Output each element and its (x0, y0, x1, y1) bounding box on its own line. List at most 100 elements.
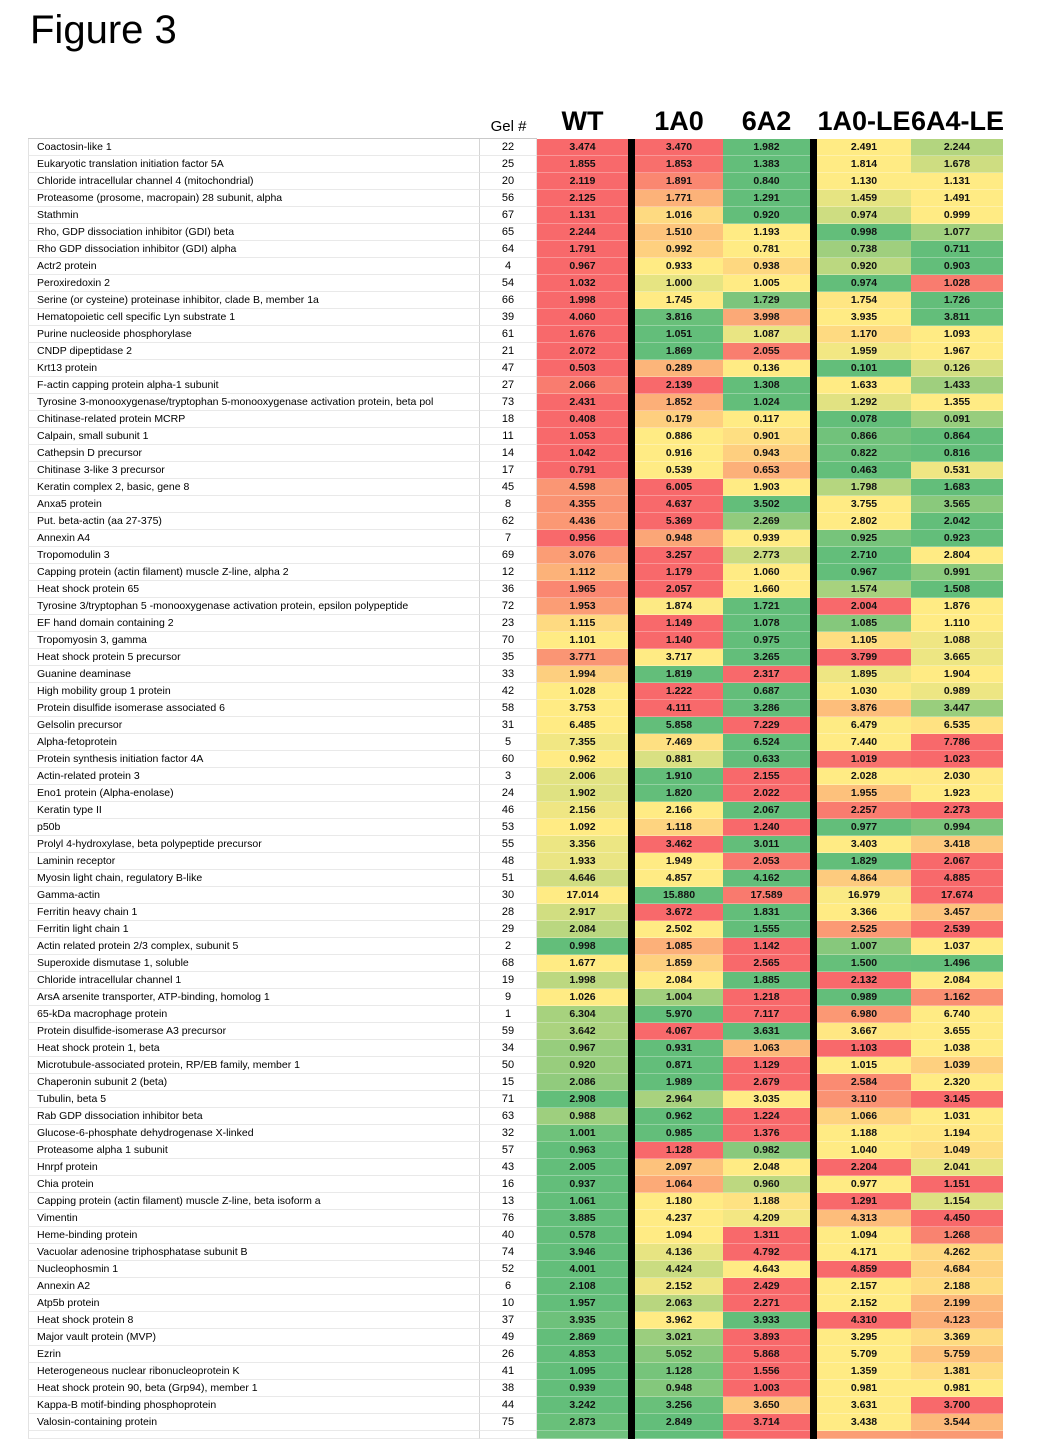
gel-number-cell: 57 (480, 1142, 537, 1159)
table-header: Gel # WT 1A0 6A2 1A0-LE 6A4-LE (28, 96, 1004, 138)
value-cell: 1.291 (723, 190, 810, 207)
column-divider (810, 785, 817, 802)
protein-name-cell: Actin-related protein 3 (28, 768, 480, 785)
value-cell: 1.791 (537, 241, 628, 258)
table-row: Peroxiredoxin 2 54 1.032 1.000 1.005 0.974 1.0… (28, 275, 1003, 292)
column-divider (628, 1414, 635, 1431)
value-cell: 5.868 (723, 1346, 810, 1363)
value-cell: 2.679 (723, 1074, 810, 1091)
value-cell: 2.244 (911, 139, 1003, 156)
value-cell: 1.953 (537, 598, 628, 615)
value-cell: 1.459 (817, 190, 911, 207)
value-cell: 4.646 (537, 870, 628, 887)
column-divider (628, 768, 635, 785)
protein-name-cell: Heme-binding protein (28, 1227, 480, 1244)
table-row: F-actin capping protein alpha-1 subunit 2… (28, 377, 1003, 394)
gel-number-cell: 27 (480, 377, 537, 394)
value-cell: 0.981 (911, 1380, 1003, 1397)
value-cell: 0.985 (635, 1125, 723, 1142)
protein-name-cell: Alpha-fetoprotein (28, 734, 480, 751)
value-cell: 0.920 (817, 258, 911, 275)
column-divider (628, 479, 635, 496)
value-cell: 7.117 (723, 1006, 810, 1023)
value-cell: 1.721 (723, 598, 810, 615)
protein-name-cell: Capping protein (actin filament) muscle … (28, 564, 480, 581)
column-divider (628, 343, 635, 360)
column-divider (810, 717, 817, 734)
protein-name-cell: Coactosin-like 1 (28, 139, 480, 156)
protein-name-cell: Tubulin, beta 5 (28, 1091, 480, 1108)
value-cell: 4.424 (635, 1261, 723, 1278)
column-divider (810, 428, 817, 445)
column-divider (628, 190, 635, 207)
value-cell: 1.676 (537, 326, 628, 343)
value-cell: 2.431 (537, 394, 628, 411)
value-cell: 4.450 (911, 1210, 1003, 1227)
value-cell: 1.998 (537, 972, 628, 989)
gel-number-cell: 8 (480, 496, 537, 513)
protein-name-cell: Chia protein (28, 1176, 480, 1193)
value-cell: 4.136 (635, 1244, 723, 1261)
table-row: 65-kDa macrophage protein 1 6.304 5.970 7.11… (28, 1006, 1003, 1023)
value-cell: 1.291 (817, 1193, 911, 1210)
value-cell: 2.067 (911, 853, 1003, 870)
gel-number-cell: 40 (480, 1227, 537, 1244)
column-divider (628, 139, 635, 156)
table-row: Ezrin 26 4.853 5.052 5.868 5.709 5.759 (28, 1346, 1003, 1363)
value-cell: 2.067 (723, 802, 810, 819)
column-divider (628, 173, 635, 190)
value-cell: 0.126 (911, 360, 1003, 377)
column-divider (628, 1142, 635, 1159)
table-row: Anxa5 protein 8 4.355 4.637 3.502 3.755 3.565 (28, 496, 1003, 513)
value-cell: 0.503 (537, 360, 628, 377)
table-row: Chloride intracellular channel 4 (mitoch… (28, 173, 1003, 190)
column-divider (810, 1193, 817, 1210)
value-cell: 0.988 (537, 1108, 628, 1125)
table-row: Alpha-fetoprotein 5 7.355 7.469 6.524 7.440 7.… (28, 734, 1003, 751)
value-cell: 1.903 (723, 479, 810, 496)
value-cell: 1.193 (723, 224, 810, 241)
column-divider (810, 1380, 817, 1397)
value-cell: 1.128 (635, 1363, 723, 1380)
column-divider (628, 955, 635, 972)
value-cell: 1.829 (817, 853, 911, 870)
gel-number-cell: 49 (480, 1329, 537, 1346)
value-cell: 6.304 (537, 1006, 628, 1023)
value-cell: 0.179 (635, 411, 723, 428)
protein-name-cell: Chloride intracellular channel 4 (mitoch… (28, 173, 480, 190)
value-cell: 2.491 (817, 139, 911, 156)
table-row: Purine nucleoside phosphorylase 61 1.676 1.… (28, 326, 1003, 343)
table-row: Atp5b protein 10 1.957 2.063 2.271 2.152 2.199 (28, 1295, 1003, 1312)
value-cell: 4.853 (537, 1346, 628, 1363)
column-divider (628, 1023, 635, 1040)
value-cell: 0.101 (817, 360, 911, 377)
column-divider (628, 717, 635, 734)
value-cell: 0.871 (635, 1057, 723, 1074)
gel-number-cell: 13 (480, 1193, 537, 1210)
value-cell: 1.060 (723, 564, 810, 581)
column-divider (810, 853, 817, 870)
value-cell: 1.222 (635, 683, 723, 700)
table-row: Heme-binding protein 40 0.578 1.094 1.311 1.0… (28, 1227, 1003, 1244)
column-divider (810, 1040, 817, 1057)
column-divider (628, 1006, 635, 1023)
column-divider (810, 1006, 817, 1023)
value-cell: 0.931 (635, 1040, 723, 1057)
gel-number-cell: 58 (480, 700, 537, 717)
gel-number-cell: 66 (480, 292, 537, 309)
value-cell: 1.555 (723, 921, 810, 938)
protein-name-cell: Proteasome alpha 1 subunit (28, 1142, 480, 1159)
value-cell: 1.162 (911, 989, 1003, 1006)
value-cell: 1.038 (911, 1040, 1003, 1057)
gel-number-cell: 14 (480, 445, 537, 462)
column-divider (628, 1329, 635, 1346)
gel-number-cell: 41 (480, 1363, 537, 1380)
column-divider (628, 411, 635, 428)
value-cell: 2.188 (911, 1278, 1003, 1295)
gel-number-cell: 33 (480, 666, 537, 683)
value-cell: 17.674 (911, 887, 1003, 904)
column-divider (628, 1227, 635, 1244)
column-divider (628, 1210, 635, 1227)
column-divider (810, 530, 817, 547)
value-cell: 1.061 (537, 1193, 628, 1210)
